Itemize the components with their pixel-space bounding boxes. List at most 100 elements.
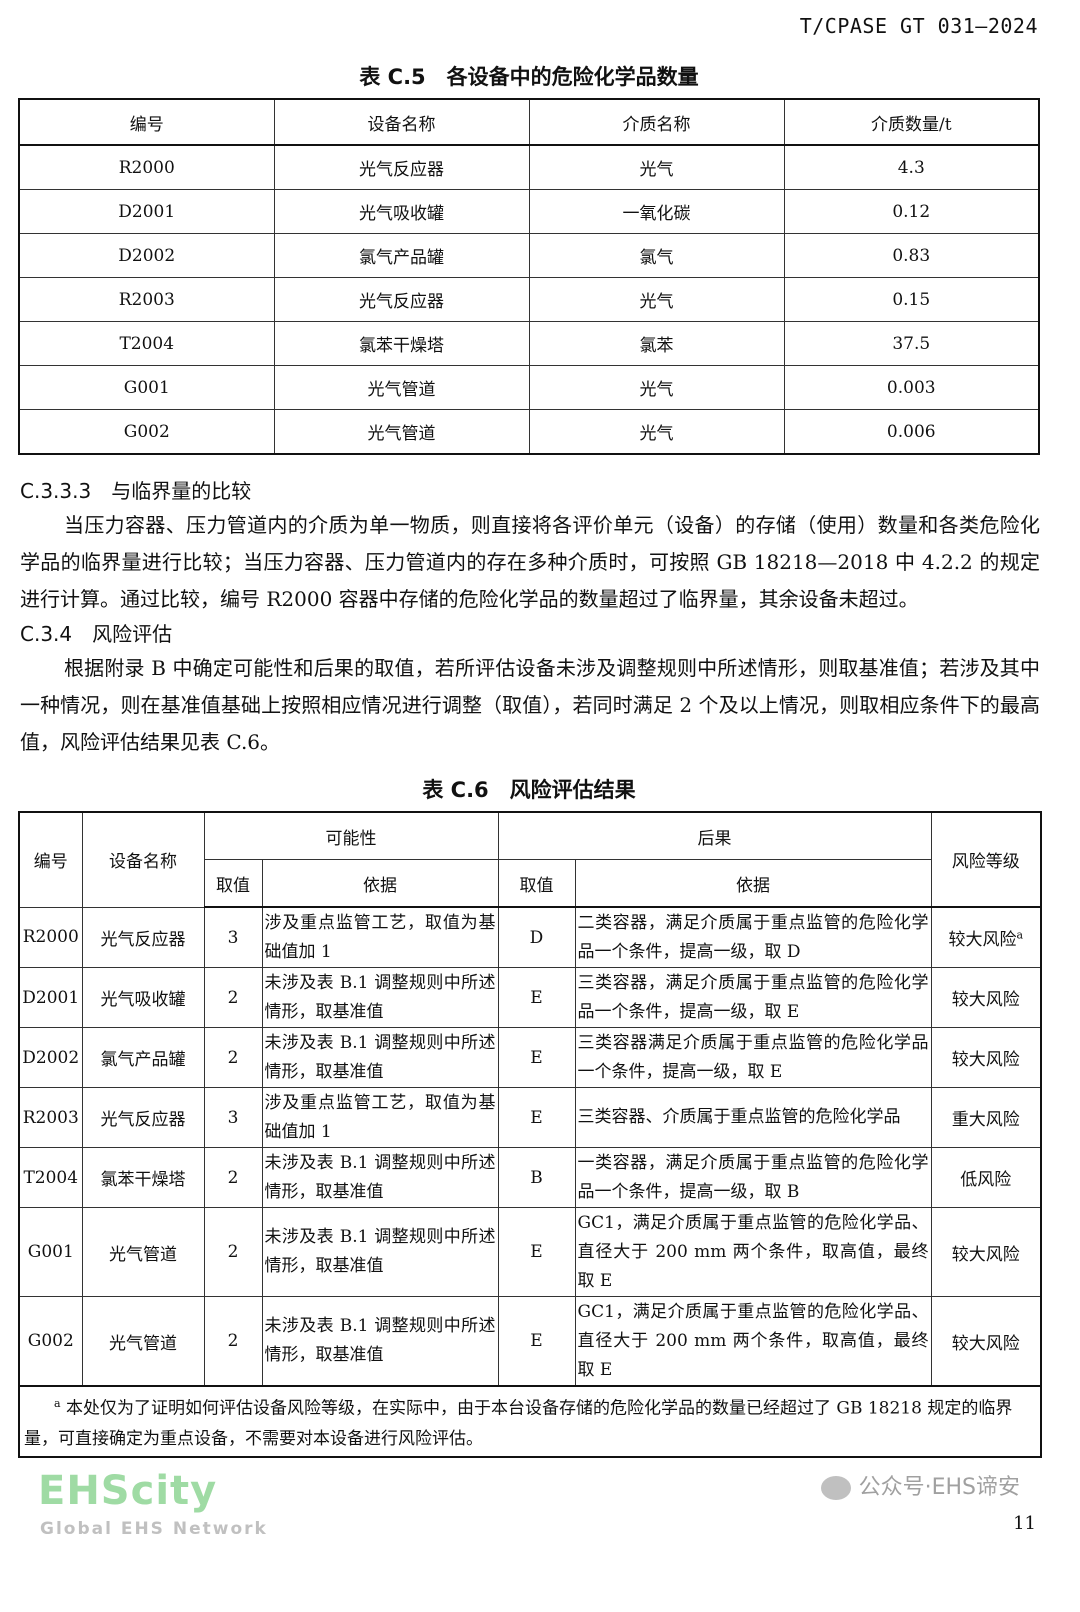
risk-level-text: 较大风险 [951,1244,1020,1265]
table-row: D2001 光气吸收罐 一氧化碳 0.12 [18,189,1040,234]
table-row: R2003 光气反应器 光气 0.15 [18,277,1040,322]
likelihood-value: 3 [203,1087,263,1148]
footnote-row: a 本处仅为了证明如何评估设备风险等级，在实际中，由于本台设备存储的危险化学品的… [18,1385,1042,1458]
table-cell: T2004 [18,321,275,366]
table-cell: R2003 [18,277,275,322]
header-id: 编号 [18,811,83,908]
table-cell: G002 [18,409,275,455]
likelihood-value: 3 [203,906,263,968]
consequence-value: E [497,1087,576,1148]
likelihood-value: 2 [203,1296,263,1387]
header-name: 设备名称 [81,811,205,908]
equipment-id: R2000 [18,906,83,968]
table-cell: 光气 [528,365,785,410]
likelihood-basis: 未涉及表 B.1 调整规则中所述情形，取基准值 [261,1207,499,1297]
table-cell: 光气反应器 [273,144,530,190]
table-footnote: a 本处仅为了证明如何评估设备风险等级，在实际中，由于本台设备存储的危险化学品的… [18,1385,1042,1458]
risk-level-text: 较大风险 [951,1050,1020,1070]
equipment-id: D2001 [18,967,83,1028]
table-cell: D2002 [18,233,275,278]
risk-level-text: 重大风险 [951,1110,1020,1130]
table-row: R2003 光气反应器 3 涉及重点监管工艺，取值为基础值加 1 E 三类容器、介质属于重… [18,1087,1042,1148]
risk-level: 较大风险 [930,1027,1042,1088]
equipment-name: 光气吸收罐 [81,967,205,1028]
account-watermark-text: 公众号·EHS谛安 [858,1474,1020,1500]
table-cell: 氯苯干燥塔 [273,321,530,366]
footnote-marker: a [54,1397,61,1410]
column-header: 介质数量/t [783,98,1040,146]
consequence-basis: 三类容器、介质属于重点监管的危险化学品 [574,1087,932,1148]
consequence-basis: 一类容器，满足介质属于重点监管的危险化学品一个条件，提高一级，取 B [574,1147,932,1208]
equipment-id: T2004 [18,1147,83,1208]
consequence-value: E [497,1207,576,1297]
equipment-name: 光气管道 [81,1296,205,1387]
table-cell: 光气 [528,144,785,190]
footnote-marker: a [1016,928,1024,942]
table-cell: 0.12 [783,189,1040,234]
likelihood-basis: 未涉及表 B.1 调整规则中所述情形，取基准值 [261,1147,499,1208]
consequence-value: E [497,1296,576,1387]
consequence-basis: GC1，满足介质属于重点监管的危险化学品、直径大于 200 mm 两个条件，取高… [574,1207,932,1297]
table-cell: 光气 [528,277,785,322]
table-cell: 光气管道 [273,409,530,455]
wechat-icon [820,1475,851,1500]
table-row: D2001 光气吸收罐 2 未涉及表 B.1 调整规则中所述情形，取基准值 E 三类容器，… [18,967,1042,1028]
likelihood-value: 2 [203,967,263,1028]
consequence-basis: 三类容器，满足介质属于重点监管的危险化学品一个条件，提高一级，取 E [574,967,932,1028]
table-c6-caption: 表 C.6 风险评估结果 [422,778,636,802]
table-row: R2000 光气反应器 3 涉及重点监管工艺，取值为基础值加 1 D 二类容器，满足介质属… [18,906,1042,968]
header-likelihood: 可能性 [203,811,499,860]
likelihood-value: 2 [203,1027,263,1088]
risk-level-text: 较大风险 [951,990,1020,1010]
equipment-id: D2002 [18,1027,83,1088]
equipment-name: 光气管道 [81,1207,205,1297]
table-cell: D2001 [18,189,275,234]
likelihood-value: 2 [203,1147,263,1208]
equipment-id: R2003 [18,1087,83,1148]
table-cell: 光气 [528,409,785,455]
risk-level: 较大风险 [930,1207,1042,1297]
page-content: 表 C.5 各设备中的危险化学品数量 编号 设备名称 介质名称 介质数量/t R200… [18,62,1042,1558]
header-risk-level: 风险等级 [930,811,1042,908]
table-cell: 37.5 [783,321,1040,366]
column-header: 编号 [18,98,275,146]
header-consequence-value: 取值 [497,859,576,908]
risk-level: 重大风险 [930,1087,1042,1148]
consequence-value: D [497,906,576,968]
equipment-name: 氯苯干燥塔 [81,1147,205,1208]
table-cell: 4.3 [783,144,1040,190]
table-cell: 氯气产品罐 [273,233,530,278]
table-cell: 氯苯 [528,321,785,366]
table-cell: 光气管道 [273,365,530,410]
likelihood-basis: 未涉及表 B.1 调整规则中所述情形，取基准值 [261,1027,499,1088]
sections: C.3.3.3 与临界量的比较 当压力容器、压力管道内的介质为单一物质，则直接将… [18,475,1040,761]
section-c333-body: 当压力容器、压力管道内的介质为单一物质，则直接将各评价单元（设备）的存储（使用）… [20,513,1040,611]
table-row: G001 光气管道 2 未涉及表 B.1 调整规则中所述情形，取基准值 E GC1，满足介… [18,1207,1042,1297]
table-row: G001 光气管道 光气 0.003 [18,365,1040,410]
table-cell: 0.006 [783,409,1040,455]
risk-level: 低风险 [930,1147,1042,1208]
page-number: 11 [1013,1512,1036,1534]
table-row: T2004 氯苯干燥塔 2 未涉及表 B.1 调整规则中所述情形，取基准值 B 一类容器，… [18,1147,1042,1208]
risk-level-text: 较大风险 [948,930,1017,950]
header-consequence: 后果 [497,811,932,860]
likelihood-basis: 涉及重点监管工艺，取值为基础值加 1 [261,1087,499,1148]
table-cell: 0.83 [783,233,1040,278]
equipment-id: G002 [18,1296,83,1387]
column-header: 介质名称 [528,98,785,146]
table-cell: 0.003 [783,365,1040,410]
header-consequence-basis: 依据 [574,859,932,908]
risk-level-text: 低风险 [960,1170,1012,1190]
table-row: T2004 氯苯干燥塔 氯苯 37.5 [18,321,1040,366]
equipment-name: 光气反应器 [81,906,205,968]
section-c34-body: 根据附录 B 中确定可能性和后果的取值，若所评估设备未涉及调整规则中所述情形，则… [20,656,1040,754]
table-c5-caption: 表 C.5 各设备中的危险化学品数量 [359,65,699,89]
consequence-value: E [497,967,576,1028]
table-row: R2000 光气反应器 光气 4.3 [18,144,1040,190]
table-row: D2002 氯气产品罐 2 未涉及表 B.1 调整规则中所述情形，取基准值 E 三类容器满… [18,1027,1042,1088]
equipment-name: 光气反应器 [81,1087,205,1148]
table-row: G002 光气管道 2 未涉及表 B.1 调整规则中所述情形，取基准值 E GC1，满足介… [18,1296,1042,1387]
table-c6: 编号 设备名称 可能性 后果 风险等级 取值 依据 取值 依据 R2000 光气反… [18,811,1042,1458]
table-cell: 氯气 [528,233,785,278]
